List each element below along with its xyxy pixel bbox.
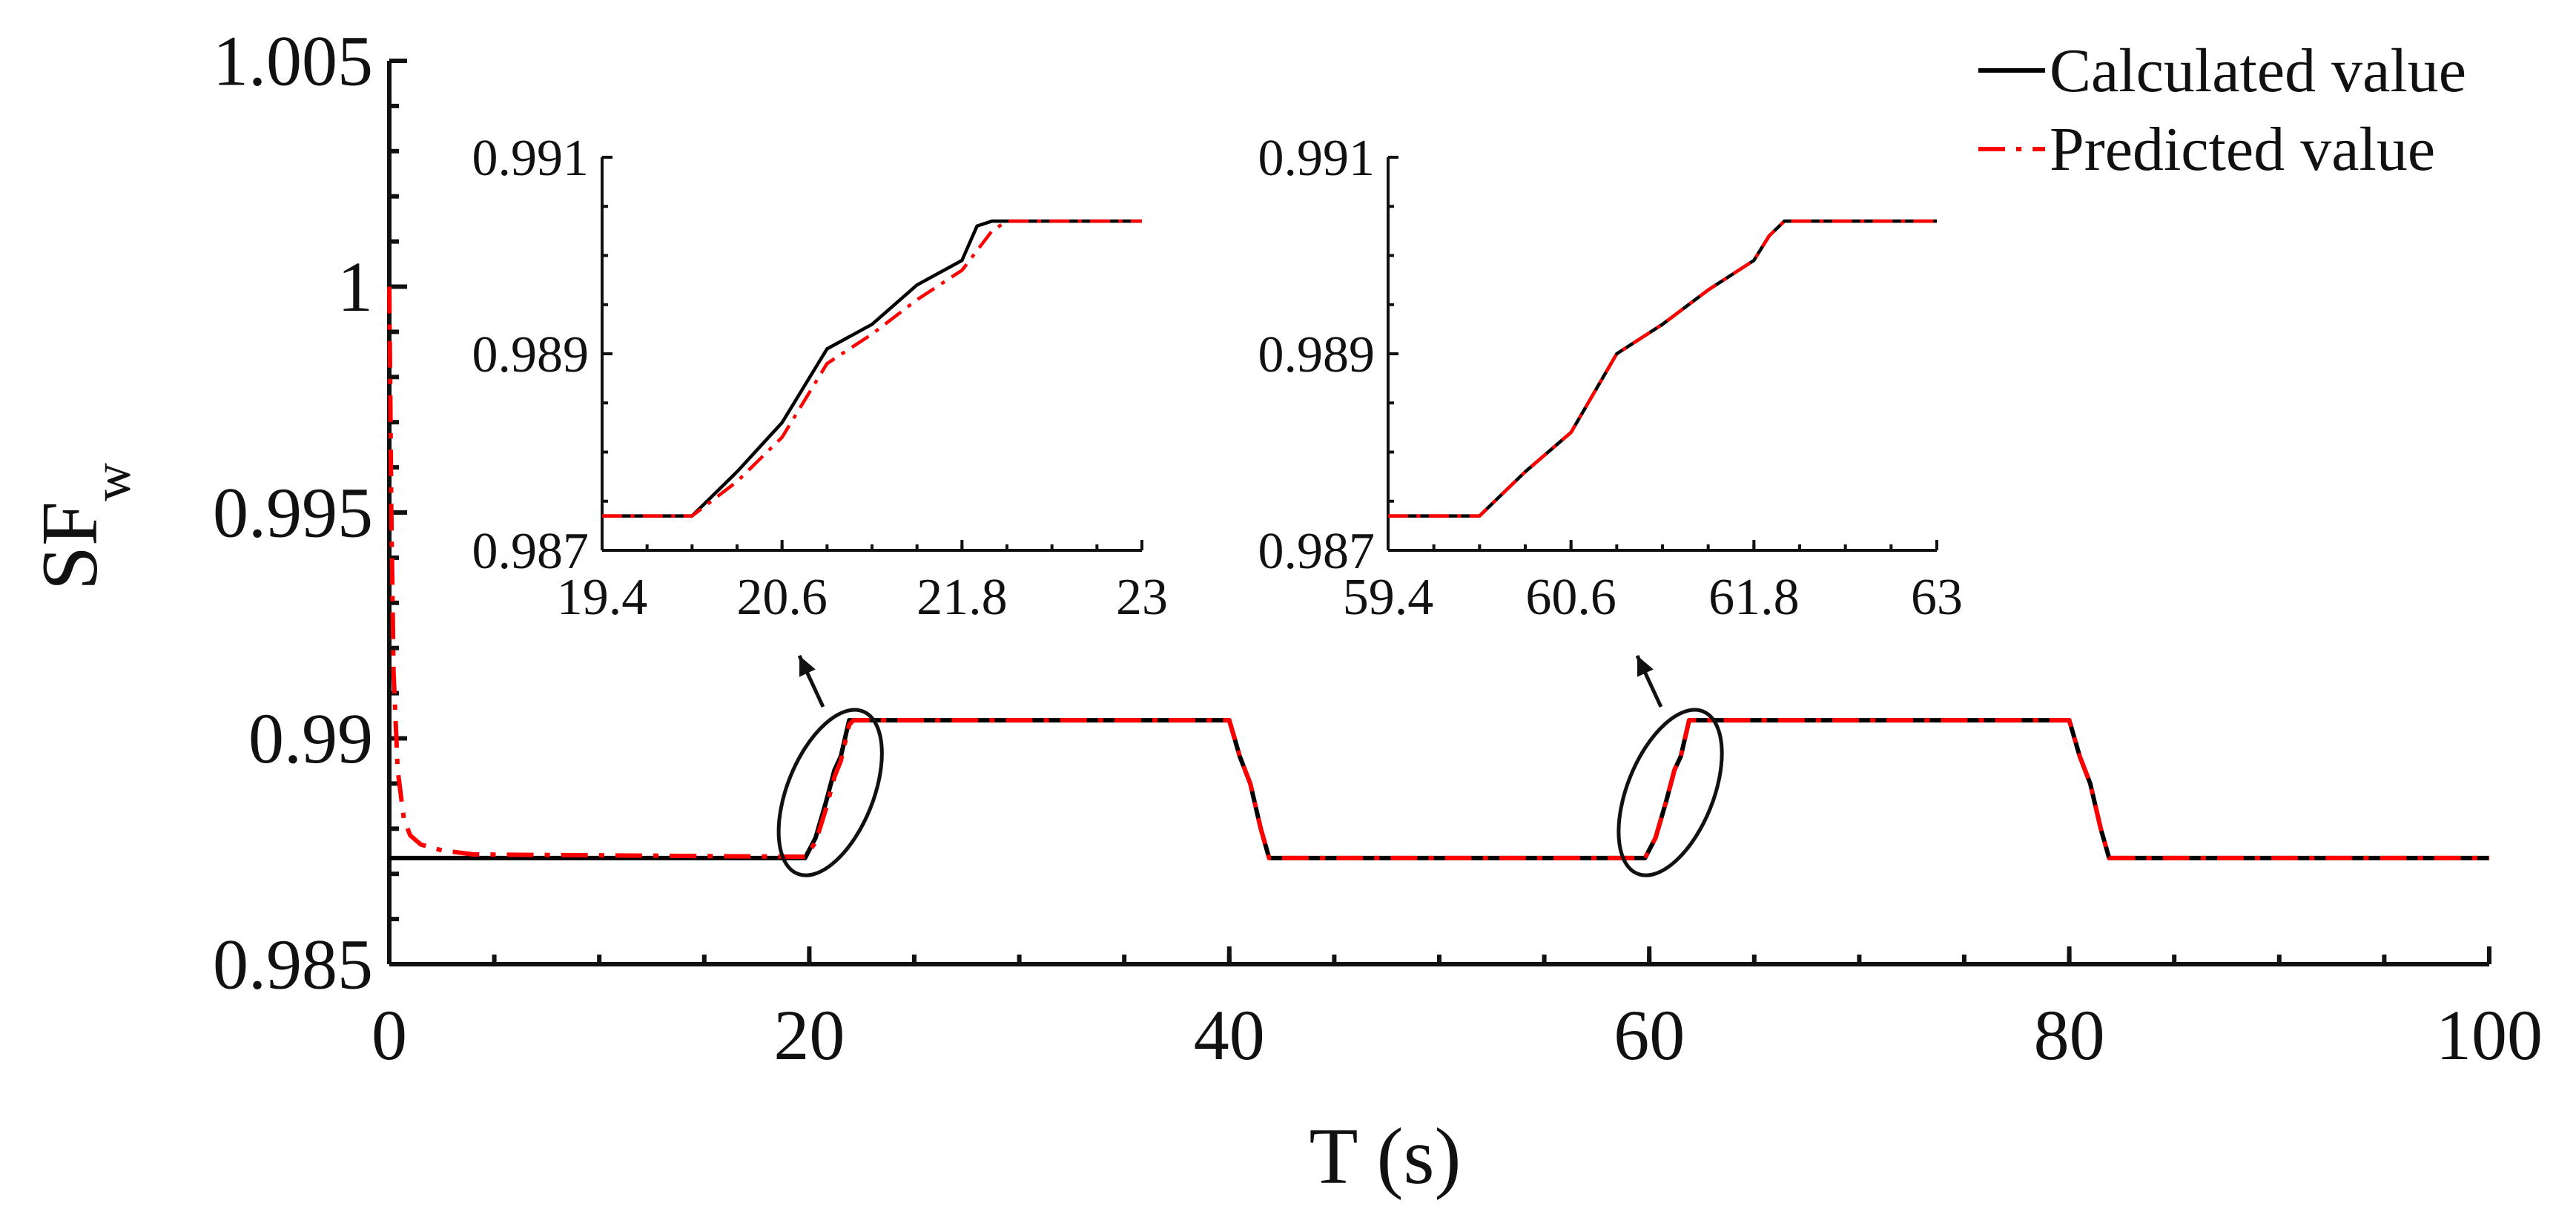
zoom-highlight-1-ellipse <box>776 708 884 877</box>
y-axis-title-subscript: w <box>82 463 142 501</box>
main-calculated-value-line <box>389 718 2489 860</box>
inset-right-x-tick-label: 61.8 <box>1708 569 1800 626</box>
inset-right-y-tick-label: 0.991 <box>1258 130 1375 187</box>
zoom-highlight-1-arrow-head <box>799 656 816 677</box>
main-y-tick-label: 0.985 <box>213 925 373 1004</box>
inset-left-predicted-value-line <box>602 219 1142 518</box>
inset-left-y-tick-label: 0.991 <box>472 130 589 187</box>
zoom-highlights <box>776 654 1724 877</box>
inset-left-y-tick-label: 0.989 <box>472 326 589 383</box>
legend: Calculated value Predicted value <box>1978 36 2466 184</box>
inset-right-predicted-value-line <box>1388 219 1937 518</box>
inset-right-background <box>1388 157 1937 550</box>
inset-right-plot: 59.4 60.6 61.8 63 0.987 0.989 0.991 <box>1258 130 1964 626</box>
main-plot: 0 20 40 60 80 100 0.985 0.99 0.995 1 1.005 T (s) SFw <box>26 22 2543 1201</box>
main-x-tick-label: 100 <box>2436 995 2543 1075</box>
main-x-tick-label: 80 <box>2034 995 2105 1075</box>
inset-right-x-tick-label: 60.6 <box>1525 569 1616 626</box>
main-x-tick-label: 20 <box>773 995 845 1075</box>
zoom-highlight-2-ellipse <box>1616 708 1724 877</box>
main-x-tick-label: 0 <box>371 995 407 1075</box>
legend-label-calculated: Calculated value <box>2050 36 2466 105</box>
inset-left-y-tick-label: 0.987 <box>472 523 589 580</box>
main-y-tick-label: 0.99 <box>248 699 373 778</box>
inset-left-background <box>602 157 1142 550</box>
y-axis-title-main: SF <box>26 501 114 590</box>
zoom-highlight-2-arrow-head <box>1637 656 1654 677</box>
inset-left-x-tick-label: 23 <box>1116 569 1168 626</box>
inset-left-calculated-value-line <box>602 219 1142 518</box>
main-predicted-value-line <box>387 286 2489 860</box>
main-y-tick-label: 1 <box>337 247 373 326</box>
inset-left-x-tick-label: 20.6 <box>736 569 828 626</box>
inset-right-x-tick-label: 59.4 <box>1343 569 1434 626</box>
main-y-tick-label: 0.995 <box>213 473 373 553</box>
main-y-tick-label: 1.005 <box>213 22 373 101</box>
y-axis-title: SFw <box>26 463 142 590</box>
inset-left-x-tick-label: 21.8 <box>917 569 1008 626</box>
x-axis-title: T (s) <box>1310 1113 1462 1201</box>
inset-right-y-tick-label: 0.987 <box>1258 523 1375 580</box>
inset-right-y-tick-label: 0.989 <box>1258 326 1375 383</box>
main-x-tick-label: 60 <box>1614 995 1685 1075</box>
legend-label-predicted: Predicted value <box>2050 115 2435 184</box>
inset-right-x-tick-label: 63 <box>1911 569 1963 626</box>
inset-left-x-tick-label: 19.4 <box>557 569 648 626</box>
inset-left-plot: 19.4 20.6 21.8 23 0.987 0.989 0.991 <box>472 130 1169 626</box>
main-x-tick-label: 40 <box>1194 995 1265 1075</box>
